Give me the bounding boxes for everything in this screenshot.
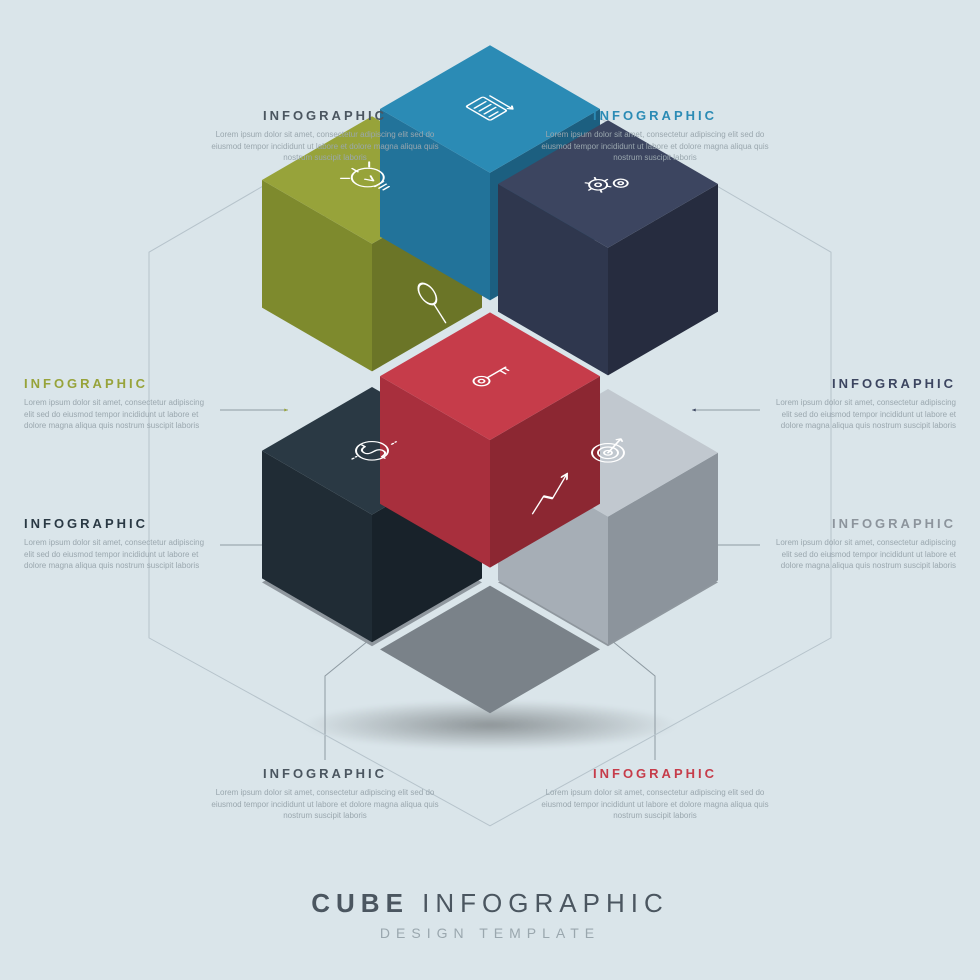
callout-label: INFOGRAPHIC: [24, 376, 214, 391]
callout-label: INFOGRAPHIC: [540, 766, 770, 781]
title-main: CUBE INFOGRAPHIC: [0, 888, 980, 919]
callout-body: Lorem ipsum dolor sit amet, consectetur …: [24, 397, 214, 432]
callout-label: INFOGRAPHIC: [766, 376, 956, 391]
callout-body: Lorem ipsum dolor sit amet, consectetur …: [540, 129, 770, 164]
callout-bot-left: INFOGRAPHIC Lorem ipsum dolor sit amet, c…: [210, 766, 440, 822]
callout-bot-right: INFOGRAPHIC Lorem ipsum dolor sit amet, c…: [540, 766, 770, 822]
callout-low-right: INFOGRAPHIC Lorem ipsum dolor sit amet, c…: [766, 516, 956, 572]
callout-label: INFOGRAPHIC: [24, 516, 214, 531]
callout-body: Lorem ipsum dolor sit amet, consectetur …: [540, 787, 770, 822]
callout-label: INFOGRAPHIC: [210, 766, 440, 781]
callout-mid-left: INFOGRAPHIC Lorem ipsum dolor sit amet, c…: [24, 376, 214, 432]
callout-body: Lorem ipsum dolor sit amet, consectetur …: [24, 537, 214, 572]
callout-top-left: INFOGRAPHIC Lorem ipsum dolor sit amet, c…: [210, 108, 440, 164]
callout-body: Lorem ipsum dolor sit amet, consectetur …: [210, 129, 440, 164]
title-block: CUBE INFOGRAPHIC DESIGN TEMPLATE: [0, 888, 980, 941]
callout-body: Lorem ipsum dolor sit amet, consectetur …: [210, 787, 440, 822]
cube-svg: [0, 0, 980, 980]
callout-body: Lorem ipsum dolor sit amet, consectetur …: [766, 537, 956, 572]
callout-top-right: INFOGRAPHIC Lorem ipsum dolor sit amet, c…: [540, 108, 770, 164]
callout-body: Lorem ipsum dolor sit amet, consectetur …: [766, 397, 956, 432]
callout-label: INFOGRAPHIC: [766, 516, 956, 531]
callout-label: INFOGRAPHIC: [540, 108, 770, 123]
callout-label: INFOGRAPHIC: [210, 108, 440, 123]
callout-mid-right: INFOGRAPHIC Lorem ipsum dolor sit amet, c…: [766, 376, 956, 432]
title-sub: DESIGN TEMPLATE: [0, 925, 980, 941]
callout-low-left: INFOGRAPHIC Lorem ipsum dolor sit amet, c…: [24, 516, 214, 572]
